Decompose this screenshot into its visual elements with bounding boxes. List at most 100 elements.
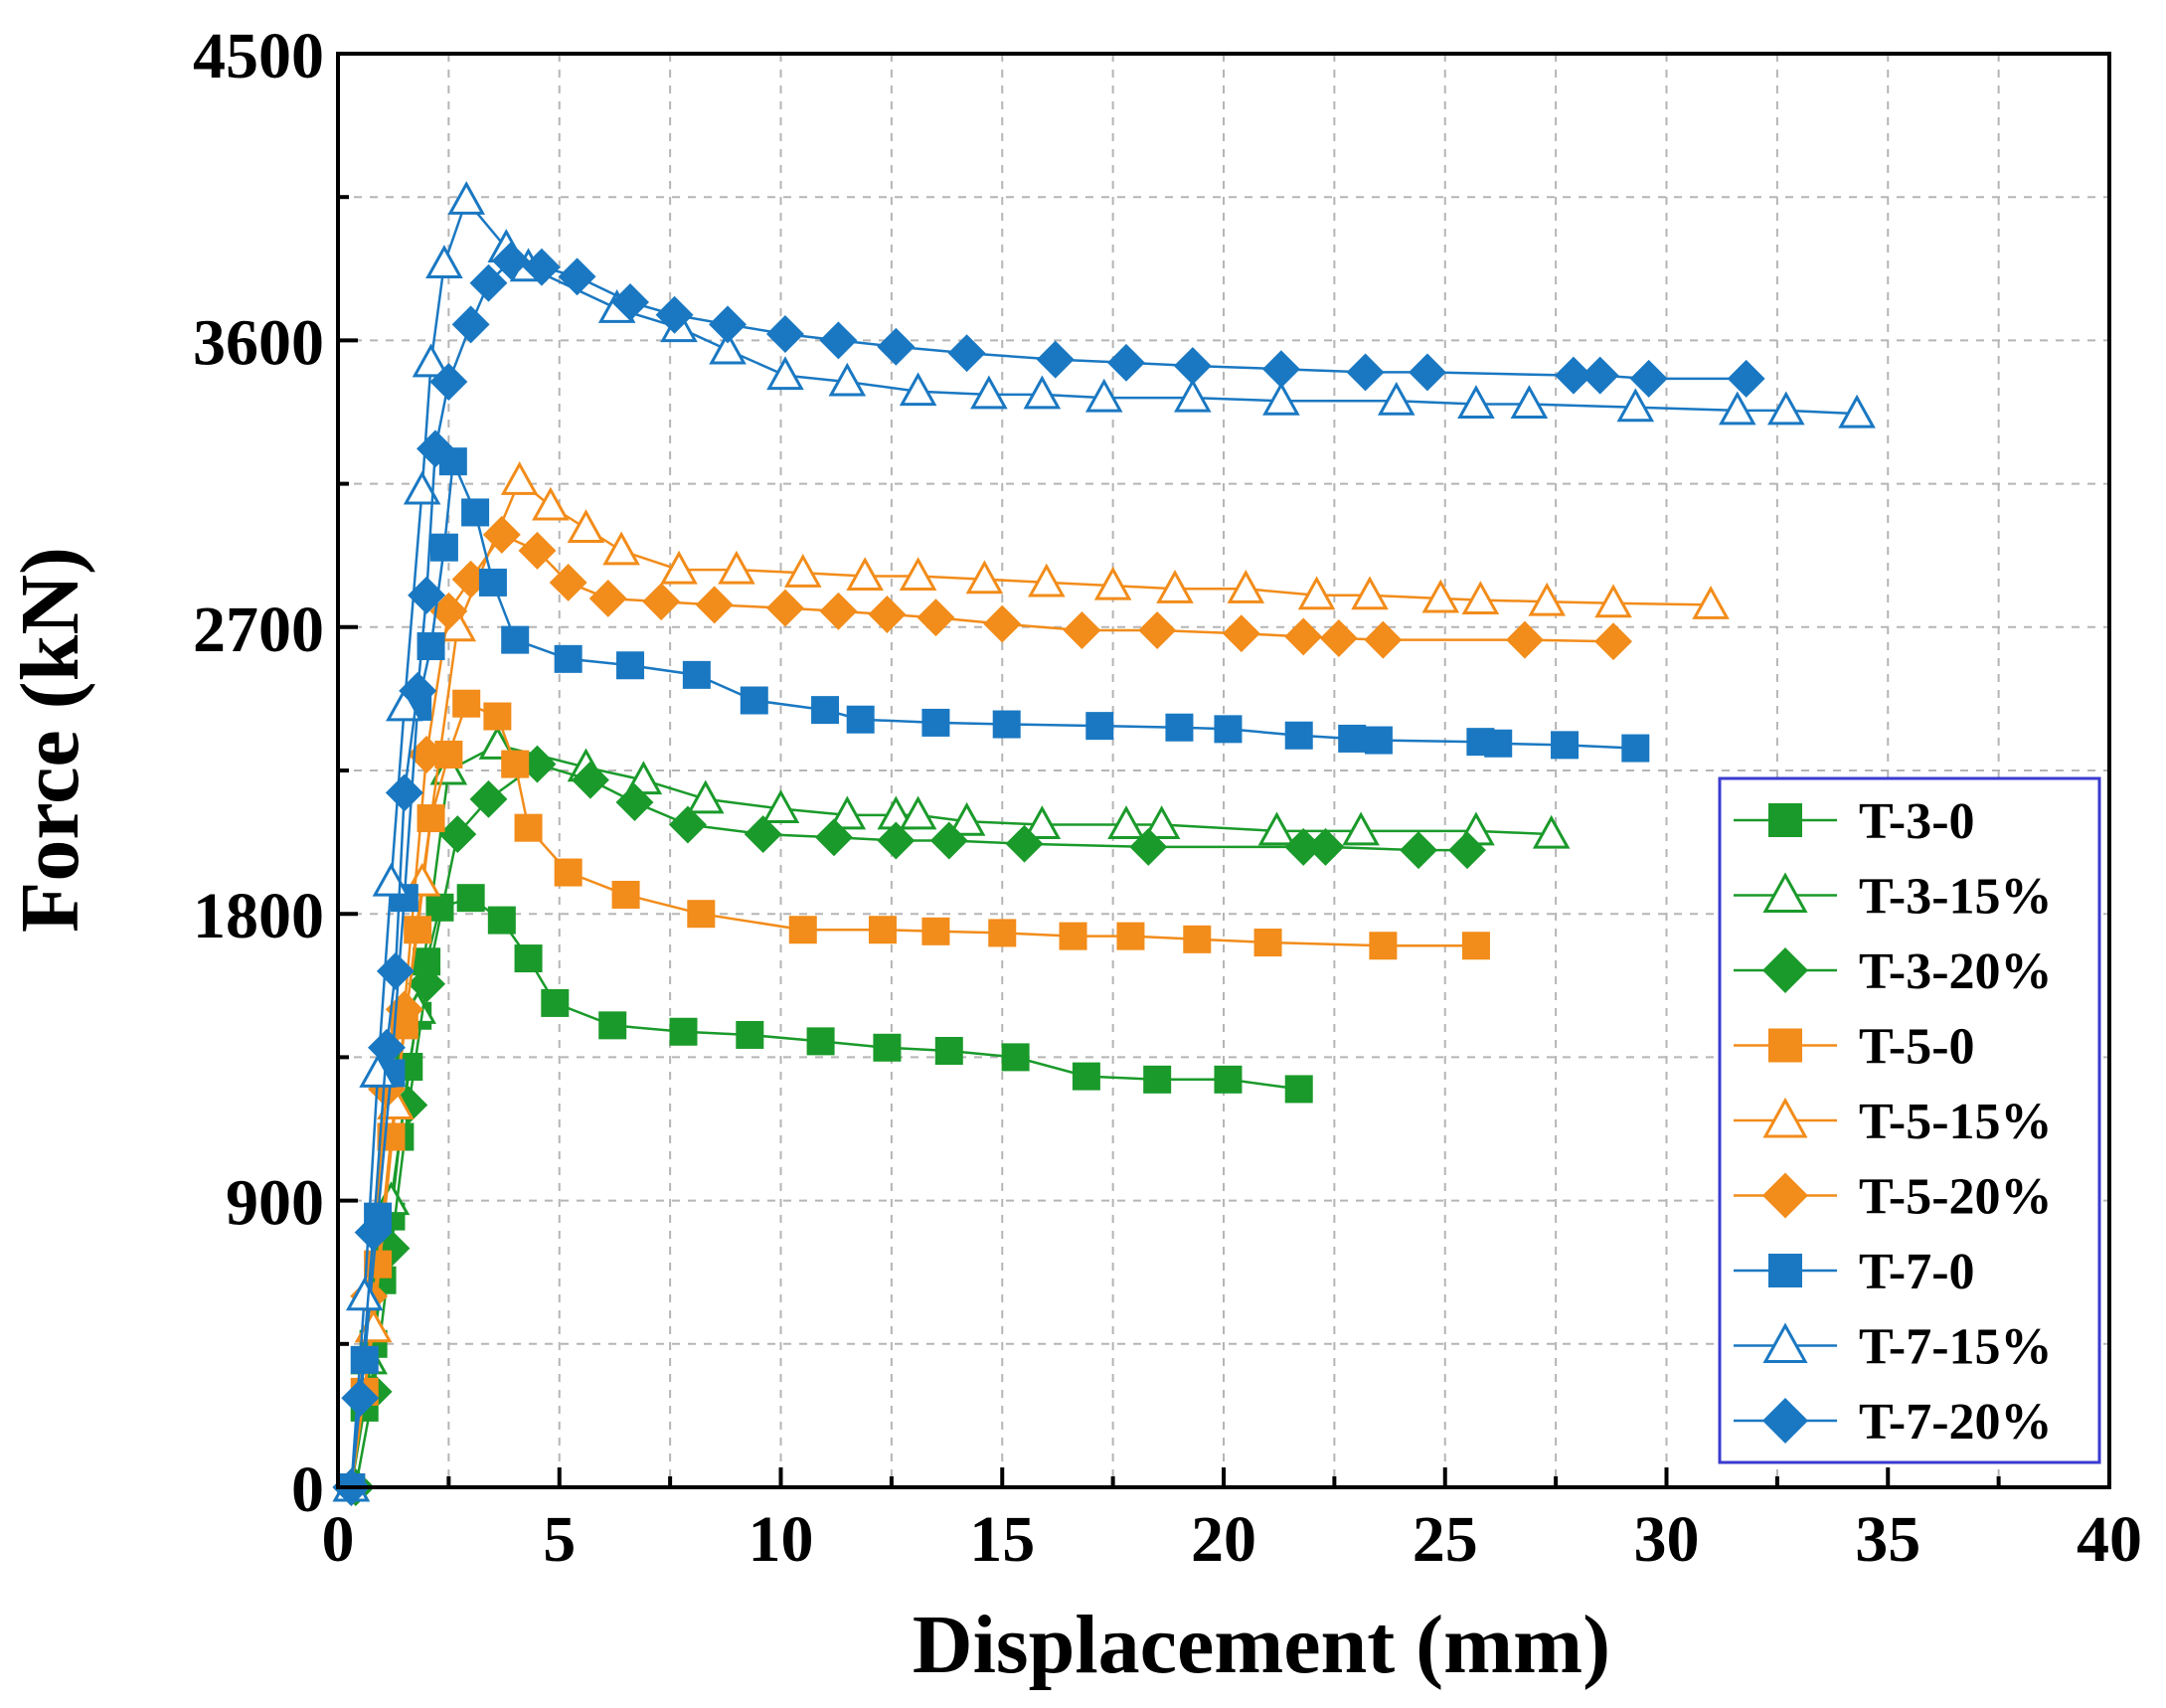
data-point (554, 644, 583, 673)
data-point (491, 242, 530, 280)
data-point (1377, 381, 1416, 416)
data-point (549, 563, 587, 601)
data-point (899, 372, 937, 407)
data-point (1581, 356, 1619, 395)
legend-label: T-3-20% (1859, 943, 2053, 1000)
legend-item: T-5-20% (1734, 1169, 2053, 1226)
data-point (532, 486, 570, 521)
legend-label: T-5-15% (1859, 1094, 2053, 1150)
data-point (1838, 394, 1876, 428)
data-point (709, 305, 748, 344)
data-point (501, 750, 530, 778)
data-point (1369, 932, 1398, 960)
data-point (811, 696, 840, 725)
data-point (1085, 712, 1114, 741)
data-point (846, 705, 875, 734)
x-tick-label: 10 (749, 1503, 814, 1576)
data-point (1554, 356, 1592, 395)
data-point (873, 1033, 902, 1062)
data-point (1257, 811, 1296, 846)
data-point (1306, 827, 1345, 866)
data-point (461, 498, 490, 527)
data-point (1448, 831, 1486, 870)
legend-item: T-3-0 (1734, 793, 1975, 850)
data-point (668, 805, 707, 844)
data-point (376, 951, 415, 990)
data-point (1364, 620, 1403, 659)
data-point (451, 305, 490, 344)
legend-label: T-5-20% (1859, 1169, 2053, 1226)
data-point (1616, 388, 1655, 423)
data-point (429, 363, 468, 402)
data-point (1400, 831, 1437, 870)
data-point (615, 783, 654, 822)
data-point (408, 576, 446, 614)
legend-marker (1761, 1172, 1809, 1219)
data-point (602, 531, 640, 566)
data-point (412, 343, 450, 378)
data-point (992, 710, 1021, 739)
data-point (1528, 582, 1567, 616)
data-point (1261, 350, 1300, 389)
data-point (1351, 576, 1389, 610)
data-point (655, 295, 694, 334)
data-point (1183, 925, 1212, 953)
data-point (447, 181, 485, 215)
data-point (469, 779, 508, 818)
data-point (571, 761, 609, 799)
legend-label: T-3-0 (1859, 793, 1975, 850)
data-point (1319, 619, 1358, 657)
data-point (1461, 932, 1490, 960)
data-point (429, 533, 458, 562)
series-t-3-15pct (332, 726, 1571, 1502)
data-point (541, 988, 570, 1017)
legend-marker (1768, 1028, 1802, 1063)
data-point (682, 660, 711, 689)
y-tick-label: 0 (291, 1453, 324, 1526)
data-point (687, 900, 716, 929)
data-point (567, 509, 605, 543)
data-point (736, 1020, 764, 1049)
data-point (783, 553, 822, 588)
legend-label: T-3-15% (1859, 869, 2053, 926)
data-point (1629, 359, 1668, 398)
data-point (819, 321, 858, 360)
data-point (554, 858, 583, 887)
data-point (522, 248, 561, 286)
data-point (1297, 576, 1336, 610)
data-point (1142, 805, 1181, 839)
data-point (487, 906, 516, 935)
data-point (345, 1277, 384, 1311)
data-point (518, 531, 557, 570)
data-point (868, 596, 907, 633)
x-tick-label: 5 (543, 1503, 576, 1576)
data-point (408, 964, 446, 1003)
data-point (660, 550, 698, 585)
data-point (1227, 570, 1265, 603)
data-point (1173, 347, 1212, 385)
data-point (988, 919, 1017, 947)
data-point (929, 821, 968, 860)
data-point (669, 1017, 698, 1046)
data-point (970, 375, 1008, 410)
x-tick-label: 35 (1855, 1503, 1920, 1576)
data-point (611, 880, 640, 909)
legend-item: T-3-15% (1734, 869, 2053, 926)
data-point (1727, 359, 1765, 398)
data-point (1532, 814, 1571, 849)
data-point (761, 789, 800, 823)
legend-item: T-7-0 (1734, 1244, 1975, 1300)
data-point (695, 586, 734, 624)
data-point (1594, 584, 1632, 618)
legend-label: T-7-15% (1859, 1319, 2053, 1376)
x-tick-label: 20 (1191, 1503, 1256, 1576)
data-point (514, 944, 543, 973)
data-point (456, 884, 485, 913)
y-tick-label: 4500 (193, 20, 324, 92)
data-point (1222, 614, 1260, 653)
data-point (828, 362, 867, 397)
data-point (921, 708, 950, 737)
x-tick-label: 25 (1413, 1503, 1478, 1576)
data-point (868, 916, 897, 944)
data-point (1023, 375, 1062, 410)
